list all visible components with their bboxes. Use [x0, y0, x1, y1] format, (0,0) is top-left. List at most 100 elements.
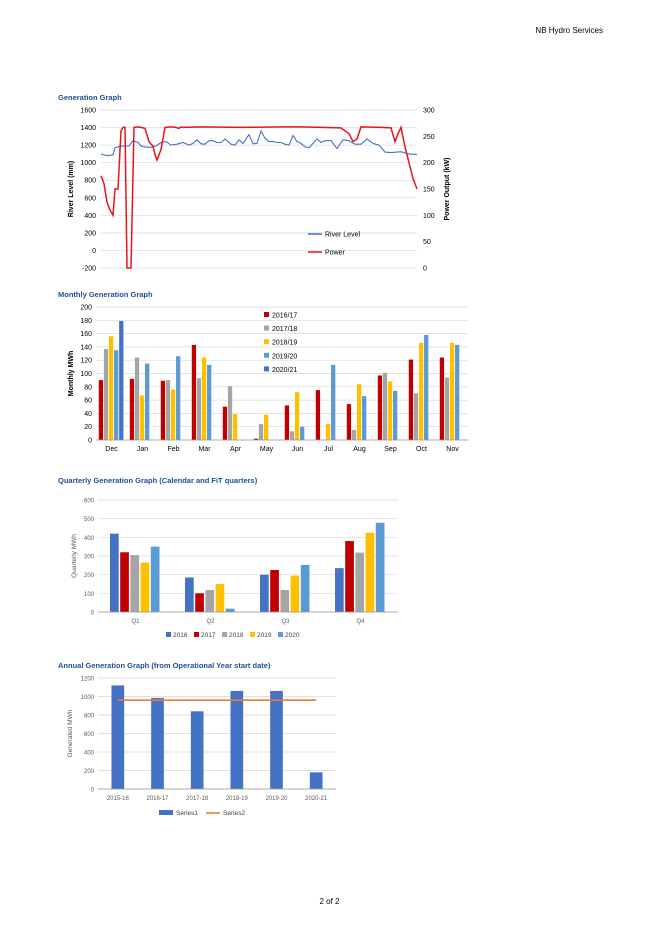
legend-swatch [159, 810, 173, 815]
legend-swatch [264, 339, 269, 345]
bar-oct-201617 [408, 359, 414, 440]
series-line-river-level [100, 129, 418, 157]
y-tick-label: 600 [84, 732, 95, 738]
y-tick-label: 0 [91, 611, 95, 617]
y-tick-label: -200 [82, 266, 96, 273]
bar-jan-201920 [145, 363, 150, 440]
bar-q1-2017 [120, 552, 129, 612]
y-tick-label: 400 [84, 751, 95, 757]
legend-label: 2019/20 [272, 353, 297, 360]
bar-mar-201920 [207, 364, 212, 440]
bar-dec-201617 [98, 380, 104, 440]
y-axis-label: Quarterly MWh [71, 534, 78, 578]
y-axis-label: Monthly MWh [68, 351, 75, 397]
bar-nov-201920 [455, 344, 460, 440]
x-tick-label: May [260, 446, 274, 453]
bar-q2-2017 [195, 593, 204, 612]
y-tick-label: 600 [84, 195, 96, 202]
x-tick-label: Jun [292, 446, 303, 453]
bar-may-201617 [253, 438, 259, 440]
bar-q1-2019 [140, 562, 150, 612]
y-tick-label: 1200 [80, 143, 96, 150]
y2-tick-label: 0 [423, 266, 427, 273]
y-tick-label: 160 [80, 331, 92, 338]
x-tick-label: Aug [353, 446, 366, 453]
y-tick-label: 800 [84, 714, 95, 720]
bar-may-201718 [258, 424, 264, 440]
y-tick-label: 1200 [81, 677, 95, 683]
x-tick-label: Q1 [131, 619, 140, 625]
y2-tick-label: 250 [423, 134, 435, 141]
bar-q3-2017 [270, 570, 279, 612]
bar-2020-21-Series1 [309, 772, 323, 789]
y-tick-label: 20 [84, 424, 92, 431]
bar-2016-17-Series1 [151, 697, 164, 789]
bar-q4-2020 [375, 522, 385, 612]
legend-swatch [278, 632, 283, 637]
y2-tick-label: 150 [423, 187, 435, 194]
x-tick-label: Q4 [356, 619, 365, 625]
x-tick-label: 2018-19 [226, 796, 249, 802]
y-tick-label: 100 [80, 371, 92, 378]
bar-oct-201819 [418, 342, 424, 440]
bar-aug-201718 [351, 430, 357, 440]
bar-q3-2020 [300, 564, 310, 612]
y-tick-label: 120 [80, 358, 92, 365]
x-tick-label: 2015-16 [107, 796, 130, 802]
legend-label: River Level [325, 232, 360, 239]
y-axis-label: Generated MWh [67, 709, 74, 757]
y-tick-label: 300 [84, 555, 95, 561]
bar-jun-201718 [289, 431, 295, 440]
y-tick-label: 1000 [80, 160, 96, 167]
legend-label: 2018/19 [272, 340, 297, 347]
bar-sep-201617 [377, 375, 383, 440]
x-tick-label: Feb [167, 446, 179, 453]
legend-label: 2020 [285, 632, 300, 639]
x-tick-label: Sep [384, 446, 397, 453]
y-tick-label: 400 [84, 213, 96, 220]
y-tick-label: 0 [92, 248, 96, 255]
bar-jan-201718 [134, 357, 140, 440]
x-tick-label: Mar [198, 446, 211, 453]
y-tick-label: 200 [84, 769, 95, 775]
y-tick-label: 0 [91, 788, 95, 794]
legend-label: 2017/18 [272, 326, 297, 333]
x-tick-label: 2016-17 [146, 796, 169, 802]
y-tick-label: 60 [84, 398, 92, 405]
x-tick-label: Q2 [206, 619, 215, 625]
bar-mar-201819 [201, 357, 207, 440]
y2-axis-label: Power Output (kW) [444, 158, 451, 221]
bar-dec-201718 [103, 348, 109, 440]
legend-label: 2019 [257, 632, 272, 639]
y-tick-label: 1000 [81, 695, 95, 701]
bar-q4-2019 [365, 532, 375, 612]
y-tick-label: 1400 [80, 125, 96, 132]
legend-label: Series1 [176, 810, 198, 817]
bar-q2-2016 [185, 577, 194, 612]
legend-swatch [166, 632, 171, 637]
monthly-graph-title: Monthly Generation Graph [58, 290, 153, 299]
bar-oct-201718 [413, 393, 419, 440]
bar-q4-2018 [355, 552, 365, 612]
legend-swatch [264, 312, 269, 317]
bar-aug-201617 [346, 404, 352, 440]
bar-q1-2020 [150, 546, 160, 612]
legend-label: Series2 [223, 810, 245, 817]
bar-q3-2019 [290, 575, 300, 612]
x-tick-label: 2019-20 [265, 796, 288, 802]
legend-swatch [250, 632, 255, 637]
bar-feb-201819 [170, 389, 176, 440]
x-tick-label: Jul [324, 446, 333, 453]
bar-may-201819 [263, 414, 269, 440]
quarterly-graph-title: Quarterly Generation Graph (Calendar and… [58, 476, 258, 485]
legend-swatch [222, 632, 227, 637]
bar-mar-201617 [191, 344, 197, 440]
bar-q4-2016 [335, 568, 344, 612]
legend-swatch [194, 632, 199, 637]
bar-jan-201819 [139, 395, 145, 440]
bar-q1-2016 [110, 533, 119, 612]
bar-2015-16-Series1 [111, 685, 125, 789]
bar-sep-201819 [387, 381, 393, 440]
bar-nov-201819 [449, 342, 455, 440]
bar-q2-2019 [215, 584, 225, 612]
